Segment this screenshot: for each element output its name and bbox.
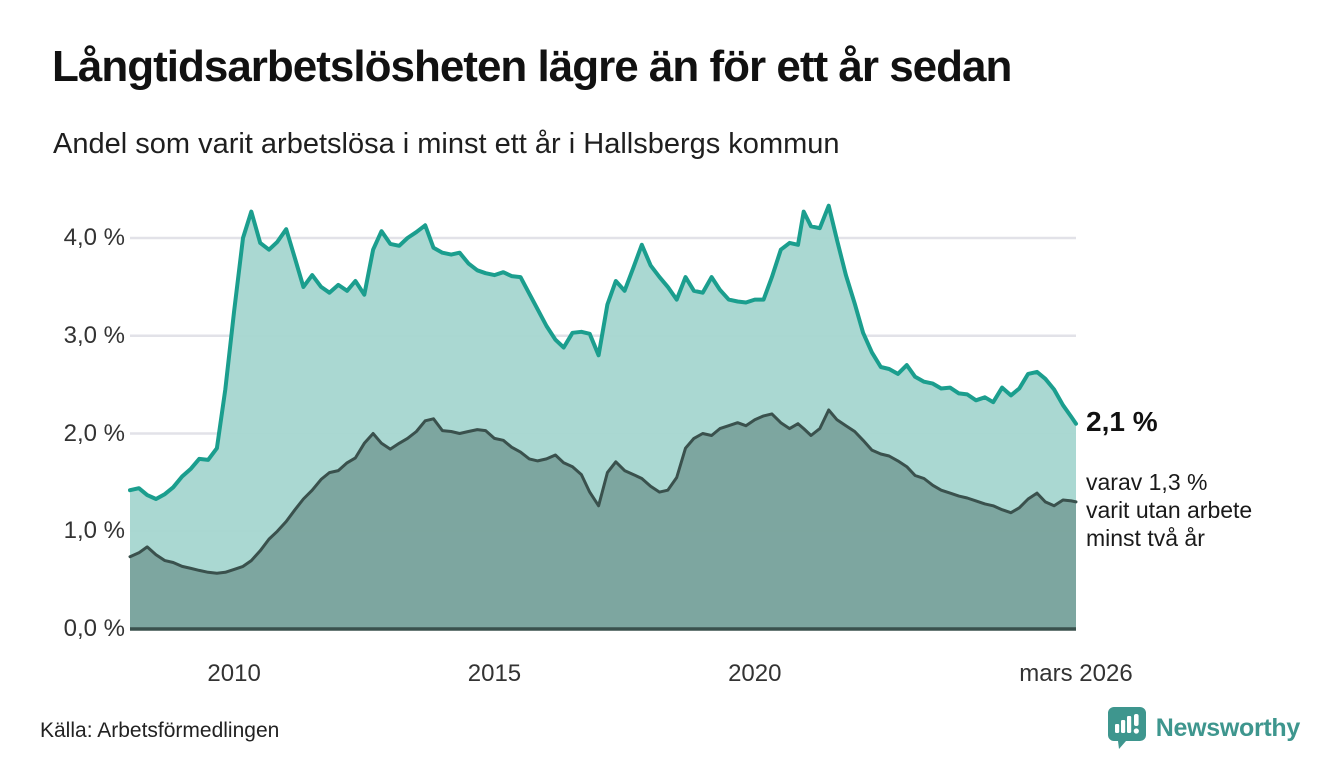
source-credit: Källa: Arbetsförmedlingen (40, 719, 280, 742)
series-line-one-year (128, 203, 1078, 501)
series-line-two-year (128, 408, 1078, 575)
note-line: varav 1,3 % (1086, 469, 1208, 495)
x-axis-tick-label: 2010 (207, 660, 261, 687)
x-axis-tick-label: 2015 (467, 660, 522, 687)
y-axis-tick-label: 4,0 % (63, 224, 125, 251)
note-line: varit utan arbete (1086, 497, 1253, 523)
note-line: minst två år (1086, 525, 1205, 551)
brand-wordmark: Newsworthy (1155, 713, 1301, 742)
secondary-value-note: varav 1,3 % varit utan arbete minst två år (1086, 468, 1252, 552)
y-axis-tick-label: 2,0 % (63, 419, 125, 447)
newsworthy-bubble-icon (1107, 707, 1146, 749)
area-fill-two-year (130, 410, 1076, 629)
y-axis-tick-label: 3,0 % (63, 321, 125, 349)
y-axis-tick-label: 0,0 % (63, 615, 125, 642)
x-axis-tick-label: 2020 (728, 660, 782, 687)
brand-logo: Newsworthy (1107, 706, 1300, 750)
latest-value-label: 2,1 % (1086, 406, 1158, 437)
x-axis-tick-label: mars 2026 (1019, 660, 1133, 687)
y-axis-tick-label: 1,0 % (63, 517, 125, 545)
chart-title: Långtidsarbetslösheten lägre än för ett … (52, 42, 1012, 91)
chart-subtitle: Andel som varit arbetslösa i minst ett å… (53, 128, 840, 160)
